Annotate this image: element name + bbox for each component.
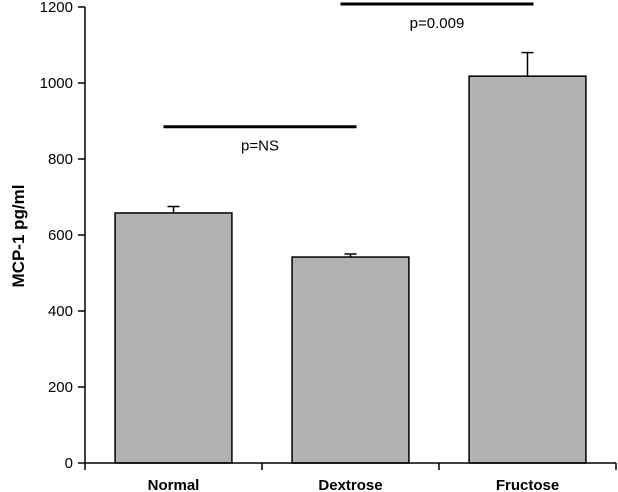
x-tick-label: Normal [148, 477, 200, 492]
y-tick-label: 400 [48, 303, 73, 320]
y-tick-label: 800 [48, 151, 73, 168]
y-axis-label: MCP-1 pg/ml [9, 185, 28, 288]
plot-area: 0 200 400 600 800 1000 1200 Normal Dextrose Fruct… [40, 0, 617, 492]
y-tick-label: 0 [65, 455, 73, 472]
y-tick-label: 600 [48, 227, 73, 244]
y-tick-label: 1200 [40, 0, 73, 16]
bar-normal [114, 212, 233, 464]
bar-fructose [468, 75, 587, 464]
y-tick-label: 1000 [40, 75, 73, 92]
x-tick-label: Dextrose [318, 477, 382, 492]
bar-dextrose [291, 256, 410, 464]
x-tick-label: Fructose [496, 477, 559, 492]
significance-label: p=NS [241, 138, 279, 155]
significance-label: p=0.009 [410, 15, 465, 32]
y-tick-label: 200 [48, 379, 73, 396]
